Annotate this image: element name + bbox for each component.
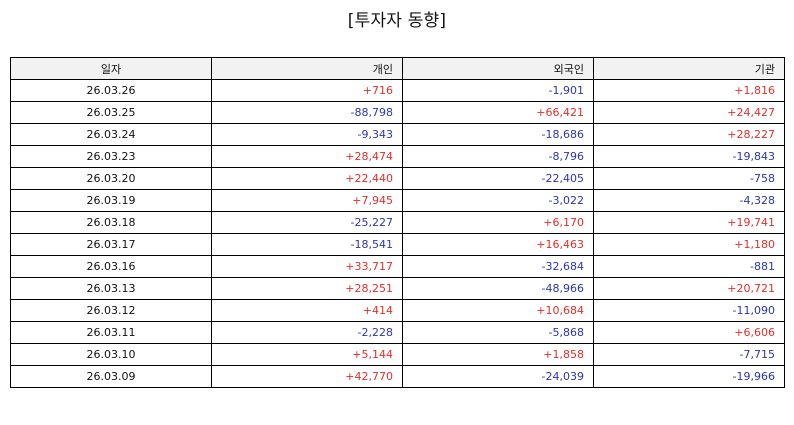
cell-individual: +42,770 (211, 365, 403, 388)
cell-institution: +28,227 (593, 123, 785, 146)
table-body: 26.03.26 +716 -1,901 +1,816 26.03.25 -88,798 +… (10, 79, 785, 388)
cell-foreign: -48,966 (402, 277, 594, 300)
header-date: 일자 (10, 57, 212, 80)
table-header-row: 일자 개인 외국인 기관 (10, 57, 785, 80)
cell-institution: -881 (593, 255, 785, 278)
cell-institution: +1,180 (593, 233, 785, 256)
cell-date: 26.03.24 (10, 123, 212, 146)
table-row: 26.03.26 +716 -1,901 +1,816 (10, 79, 785, 102)
header-institution: 기관 (593, 57, 785, 80)
cell-institution: +6,606 (593, 321, 785, 344)
table-row: 26.03.23 +28,474 -8,796 -19,843 (10, 145, 785, 168)
cell-foreign: -5,868 (402, 321, 594, 344)
cell-foreign: +1,858 (402, 343, 594, 366)
page-title: [투자자 동향] (347, 11, 447, 31)
cell-foreign: -22,405 (402, 167, 594, 190)
cell-date: 26.03.13 (10, 277, 212, 300)
table-row: 26.03.25 -88,798 +66,421 +24,427 (10, 101, 785, 124)
cell-foreign: +66,421 (402, 101, 594, 124)
cell-institution: -11,090 (593, 299, 785, 322)
table-row: 26.03.12 +414 +10,684 -11,090 (10, 299, 785, 322)
cell-foreign: -3,022 (402, 189, 594, 212)
cell-institution: -19,843 (593, 145, 785, 168)
cell-institution: +24,427 (593, 101, 785, 124)
cell-individual: -25,227 (211, 211, 403, 234)
cell-date: 26.03.16 (10, 255, 212, 278)
table-row: 26.03.09 +42,770 -24,039 -19,966 (10, 365, 785, 388)
cell-foreign: +16,463 (402, 233, 594, 256)
table-row: 26.03.16 +33,717 -32,684 -881 (10, 255, 785, 278)
cell-date: 26.03.25 (10, 101, 212, 124)
cell-individual: +716 (211, 79, 403, 102)
cell-foreign: -24,039 (402, 365, 594, 388)
header-individual: 개인 (211, 57, 403, 80)
cell-foreign: -18,686 (402, 123, 594, 146)
cell-individual: +414 (211, 299, 403, 322)
cell-date: 26.03.12 (10, 299, 212, 322)
table-row: 26.03.13 +28,251 -48,966 +20,721 (10, 277, 785, 300)
investor-trend-table: 일자 개인 외국인 기관 26.03.26 +716 -1,901 +1,816 26.… (10, 57, 785, 388)
cell-foreign: -1,901 (402, 79, 594, 102)
cell-individual: +5,144 (211, 343, 403, 366)
table-row: 26.03.11 -2,228 -5,868 +6,606 (10, 321, 785, 344)
cell-individual: +33,717 (211, 255, 403, 278)
cell-institution: +19,741 (593, 211, 785, 234)
cell-foreign: -8,796 (402, 145, 594, 168)
cell-individual: -2,228 (211, 321, 403, 344)
cell-institution: +1,816 (593, 79, 785, 102)
cell-institution: -19,966 (593, 365, 785, 388)
cell-individual: +28,251 (211, 277, 403, 300)
cell-institution: -4,328 (593, 189, 785, 212)
cell-foreign: +6,170 (402, 211, 594, 234)
table-row: 26.03.20 +22,440 -22,405 -758 (10, 167, 785, 190)
table-row: 26.03.10 +5,144 +1,858 -7,715 (10, 343, 785, 366)
cell-foreign: +10,684 (402, 299, 594, 322)
cell-date: 26.03.19 (10, 189, 212, 212)
cell-date: 26.03.10 (10, 343, 212, 366)
cell-individual: +28,474 (211, 145, 403, 168)
cell-institution: -7,715 (593, 343, 785, 366)
cell-date: 26.03.18 (10, 211, 212, 234)
cell-individual: -88,798 (211, 101, 403, 124)
cell-institution: -758 (593, 167, 785, 190)
cell-institution: +20,721 (593, 277, 785, 300)
cell-date: 26.03.11 (10, 321, 212, 344)
cell-individual: +22,440 (211, 167, 403, 190)
cell-date: 26.03.20 (10, 167, 212, 190)
cell-date: 26.03.09 (10, 365, 212, 388)
table-row: 26.03.18 -25,227 +6,170 +19,741 (10, 211, 785, 234)
cell-individual: +7,945 (211, 189, 403, 212)
cell-date: 26.03.26 (10, 79, 212, 102)
table-row: 26.03.19 +7,945 -3,022 -4,328 (10, 189, 785, 212)
cell-foreign: -32,684 (402, 255, 594, 278)
cell-individual: -9,343 (211, 123, 403, 146)
header-foreign: 외국인 (402, 57, 594, 80)
table-row: 26.03.17 -18,541 +16,463 +1,180 (10, 233, 785, 256)
cell-date: 26.03.17 (10, 233, 212, 256)
cell-date: 26.03.23 (10, 145, 212, 168)
cell-individual: -18,541 (211, 233, 403, 256)
table-row: 26.03.24 -9,343 -18,686 +28,227 (10, 123, 785, 146)
